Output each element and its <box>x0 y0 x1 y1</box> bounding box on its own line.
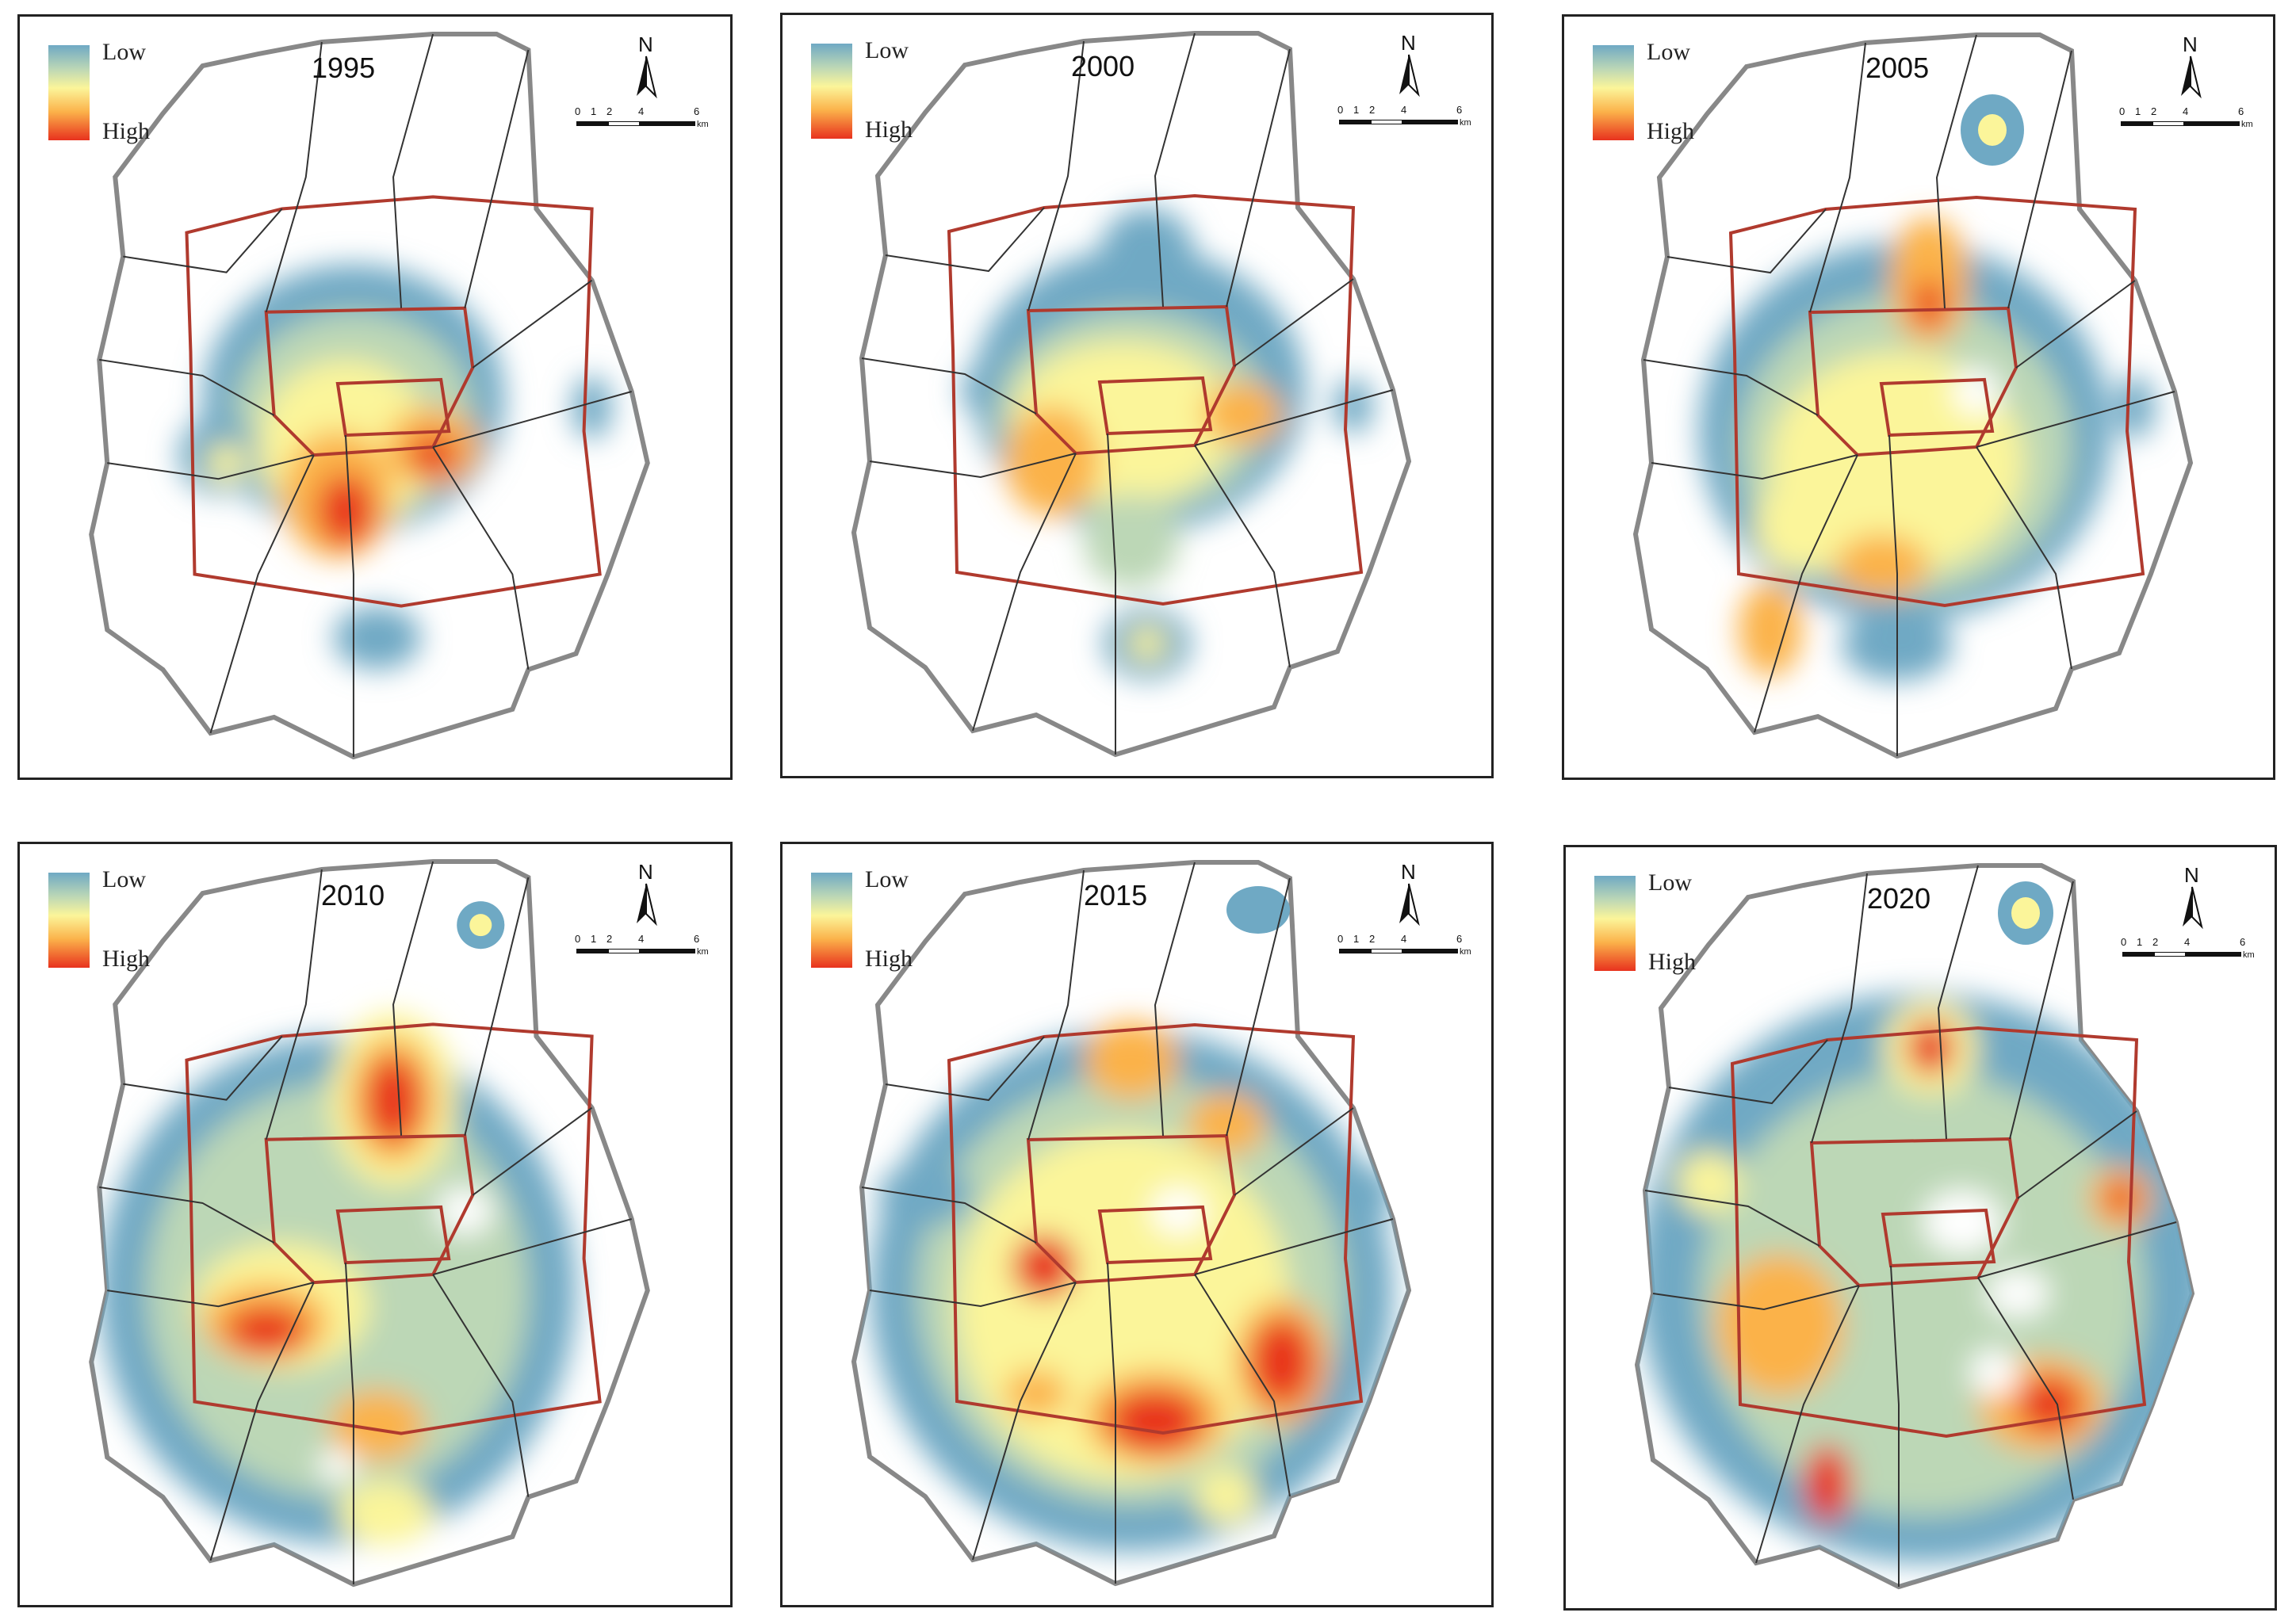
legend-color-bar <box>1593 45 1634 140</box>
legend-high-label: High <box>1647 118 1694 144</box>
year-label: 2010 <box>321 879 385 911</box>
year-label: 2000 <box>1071 50 1135 82</box>
north-label: N <box>1401 860 1416 884</box>
legend-low-label: Low <box>865 866 909 892</box>
north-label: N <box>2183 32 2198 56</box>
legend-high-label: High <box>102 946 150 972</box>
year-label: 2020 <box>1867 882 1931 915</box>
scale-bar: 0 1 2 4 6 km <box>1337 104 1471 128</box>
north-label: N <box>638 32 653 56</box>
north-arrow-icon: N <box>630 32 662 99</box>
north-arrow-icon: N <box>1393 31 1425 97</box>
legend-high-label: High <box>865 117 913 143</box>
year-label: 2005 <box>1865 52 1930 84</box>
year-label: 1995 <box>312 52 376 84</box>
map-panel-2015: Low High 2015 N 0 1 2 4 6 km <box>780 842 1494 1607</box>
legend-color-bar <box>811 44 852 139</box>
ring-road-inner <box>335 377 451 438</box>
density-map <box>89 31 650 760</box>
legend-high-label: High <box>102 118 150 144</box>
map-panel-2010: Low High 2010 N 0 1 2 4 6 km <box>17 842 733 1607</box>
map-panel-1995: Low High 1995 N 0 1 2 4 6 km <box>17 14 733 780</box>
density-map <box>1634 863 2195 1590</box>
north-label: N <box>1401 31 1416 55</box>
legend-high-label: High <box>1648 949 1696 975</box>
legend-low-label: Low <box>1647 39 1690 65</box>
scale-bar: 0 1 2 4 6 km <box>575 105 709 129</box>
scale-bar: 0 1 2 4 6 km <box>2119 105 2253 129</box>
north-arrow-icon: N <box>630 860 662 927</box>
scale-bar: 0 1 2 4 6 km <box>2121 936 2255 960</box>
legend-color-bar <box>48 873 90 968</box>
density-map <box>1632 32 2194 759</box>
north-label: N <box>638 860 653 884</box>
legend-color-bar <box>1594 876 1636 971</box>
year-label: 2015 <box>1084 879 1148 911</box>
map-panel-2000: Low High 2000 N 0 1 2 4 6 km <box>780 13 1494 778</box>
scale-bar: 0 1 2 4 6 km <box>575 933 709 957</box>
scale-bar: 0 1 2 4 6 km <box>1337 933 1471 957</box>
density-map <box>851 860 1412 1587</box>
legend-low-label: Low <box>102 866 146 892</box>
legend-high-label: High <box>865 946 913 972</box>
north-arrow-icon: N <box>2175 32 2206 99</box>
ring-road-outer <box>185 195 602 608</box>
legend-color-bar <box>811 873 852 968</box>
legend-low-label: Low <box>865 37 909 63</box>
map-panel-2020: Low High 2020 N 0 1 2 4 6 km <box>1563 845 2277 1611</box>
density-map <box>89 858 650 1588</box>
north-label: N <box>2184 863 2199 887</box>
map-panel-2005: Low High 2005 N 0 1 2 4 6 km <box>1562 14 2275 780</box>
density-map <box>851 31 1412 758</box>
legend-color-bar <box>48 45 90 140</box>
district-lines <box>99 33 632 757</box>
north-arrow-icon: N <box>2176 863 2208 930</box>
north-arrow-icon: N <box>1393 860 1425 927</box>
legend-low-label: Low <box>102 39 146 65</box>
legend-low-label: Low <box>1648 869 1692 896</box>
